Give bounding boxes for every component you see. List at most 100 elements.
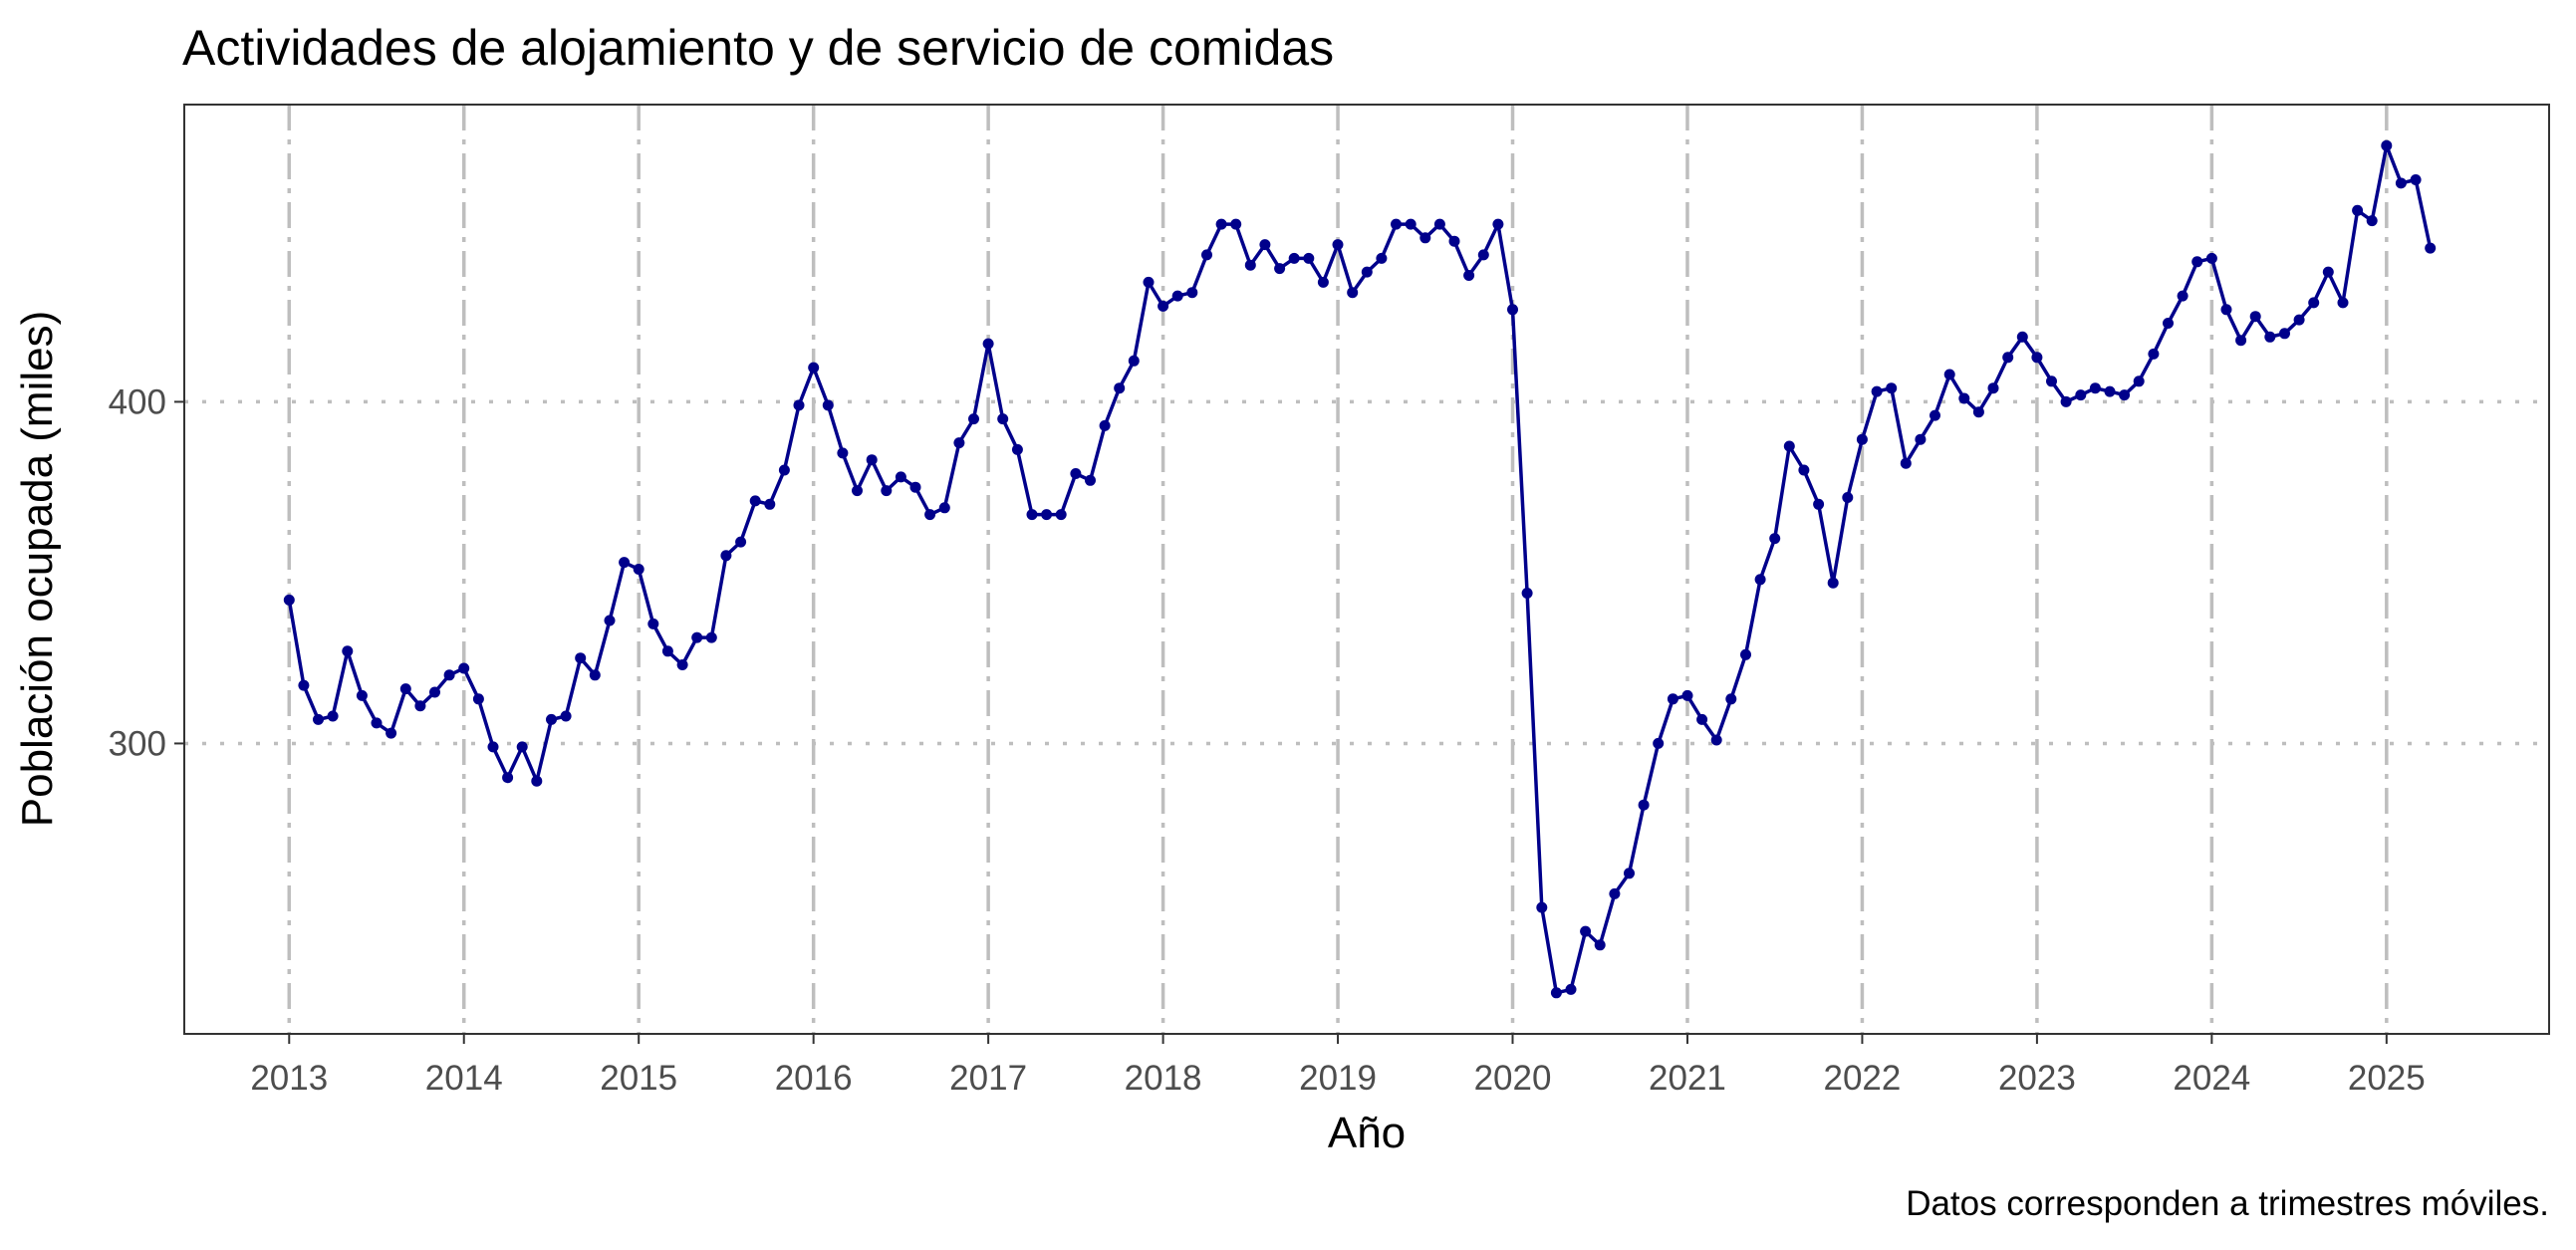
data-point (808, 362, 820, 374)
data-point (2148, 348, 2160, 360)
data-point (487, 741, 499, 753)
data-point (793, 399, 805, 411)
data-point (1900, 457, 1912, 469)
chart-title: Actividades de alojamiento y de servicio… (182, 20, 1334, 76)
data-point (1769, 533, 1781, 545)
data-point (705, 631, 717, 643)
x-tick-label: 2021 (1649, 1059, 1726, 1098)
data-point (2016, 331, 2028, 343)
data-point (283, 594, 295, 606)
data-point (2089, 382, 2101, 394)
data-point (2279, 328, 2290, 340)
data-point (1317, 276, 1329, 288)
data-point (661, 645, 673, 657)
data-point (546, 713, 557, 725)
data-point (1158, 300, 1169, 312)
data-point (560, 710, 572, 722)
data-point (953, 437, 965, 449)
plot-panel-border (183, 104, 2550, 1035)
x-tick-label: 2013 (250, 1059, 328, 1098)
data-point (1943, 369, 1955, 380)
data-point (1958, 392, 1970, 404)
data-point (997, 413, 1009, 425)
data-point (327, 710, 339, 722)
data-point (2046, 375, 2057, 387)
x-tick-label: 2017 (949, 1059, 1027, 1098)
x-tick-label: 2020 (1474, 1059, 1552, 1098)
data-point (1011, 443, 1023, 455)
data-point (1681, 689, 1693, 701)
data-point (968, 413, 979, 425)
data-point (982, 338, 994, 350)
data-point (531, 775, 543, 787)
data-point (1347, 287, 1359, 299)
data-point (1813, 498, 1825, 510)
data-point (1186, 287, 1198, 299)
data-point (909, 481, 921, 493)
data-point (1244, 259, 1256, 271)
data-point (2366, 215, 2378, 227)
data-point (1114, 382, 1126, 394)
y-tick-label: 300 (109, 724, 166, 763)
data-point (1842, 492, 1854, 503)
series-line (287, 143, 2433, 995)
data-point (1624, 868, 1635, 879)
data-point (1070, 468, 1082, 479)
data-point (458, 662, 470, 674)
data-point (822, 399, 834, 411)
data-point (1871, 385, 1883, 397)
data-point (2395, 177, 2407, 189)
data-point (2163, 318, 2174, 329)
data-point (1463, 270, 1475, 281)
data-point (1550, 987, 1562, 999)
data-point (1972, 406, 1984, 418)
data-point (1667, 693, 1678, 705)
data-point (1638, 799, 1650, 811)
x-tick-label: 2015 (600, 1059, 677, 1098)
data-point (895, 471, 906, 483)
data-point (1041, 509, 1053, 521)
data-point (764, 498, 776, 510)
data-point (1565, 983, 1577, 995)
data-point (1783, 440, 1795, 452)
data-point (472, 693, 484, 705)
x-axis: 2013 2014 2015 2016 2017 2018 2019 2020 2021 2022… (250, 1034, 2426, 1098)
y-axis-title: Población ocupada (miles) (13, 311, 62, 828)
data-point (2205, 252, 2217, 264)
data-point (647, 618, 659, 629)
data-point (399, 683, 411, 695)
data-point (342, 645, 354, 657)
data-point (1710, 734, 1722, 746)
data-point (516, 741, 528, 753)
y-axis: 300 400 (109, 382, 184, 763)
data-point (2031, 352, 2043, 364)
data-point (837, 447, 849, 459)
data-point (924, 509, 936, 521)
data-point (1477, 249, 1489, 261)
data-point (1274, 263, 1286, 275)
x-tick-label: 2025 (2348, 1059, 2426, 1098)
data-point (371, 717, 383, 729)
data-point (1405, 218, 1417, 230)
data-point (298, 679, 310, 691)
data-point (443, 669, 455, 681)
data-point (720, 550, 732, 562)
data-point (1827, 577, 1839, 589)
data-point (1930, 409, 1940, 421)
grid-lines (184, 105, 2549, 1034)
x-tick-label: 2023 (1998, 1059, 2076, 1098)
data-point (2177, 290, 2189, 302)
data-point (2133, 375, 2145, 387)
data-point (604, 615, 616, 626)
data-point (1798, 464, 1810, 476)
data-point (1143, 276, 1155, 288)
data-point (2191, 256, 2203, 268)
data-point (881, 485, 893, 497)
data-point (1099, 419, 1111, 431)
data-point (1376, 252, 1388, 264)
data-point (2104, 385, 2116, 397)
data-point (1609, 887, 1621, 899)
data-point (1332, 239, 1344, 251)
data-point (2425, 242, 2437, 254)
data-point (1288, 252, 1300, 264)
